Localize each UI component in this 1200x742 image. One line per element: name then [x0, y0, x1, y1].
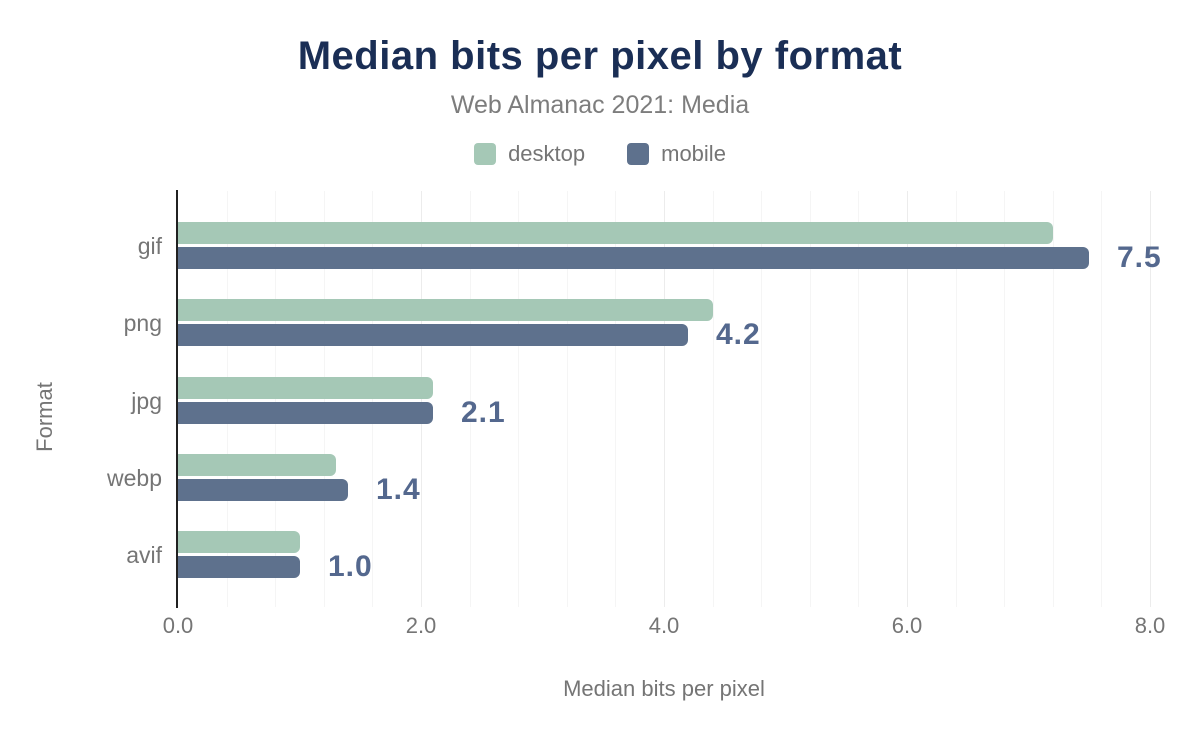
x-tick-label: 2.0: [405, 613, 437, 638]
gridline-minor: [518, 191, 519, 607]
category-label: jpg: [131, 388, 162, 414]
bar-desktop: [178, 377, 433, 399]
category-label: webp: [107, 465, 162, 491]
bar-mobile: [178, 402, 433, 424]
x-tick-label: 6.0: [891, 613, 923, 638]
bar-mobile: [178, 556, 300, 578]
value-label: 1.0: [328, 550, 373, 583]
gridline-minor: [956, 191, 957, 607]
gridline-minor: [567, 191, 568, 607]
legend-label-mobile: mobile: [661, 141, 726, 166]
gridline-minor: [810, 191, 811, 607]
bar-desktop: [178, 222, 1053, 244]
gridline-minor: [761, 191, 762, 607]
chart-subtitle: Web Almanac 2021: Media: [450, 91, 750, 119]
category-label: png: [123, 310, 162, 336]
value-label: 1.4: [376, 473, 421, 506]
legend-item-mobile: mobile: [627, 141, 726, 167]
gridline-minor: [372, 191, 373, 607]
gridline-minor: [858, 191, 859, 607]
gridline-major: [421, 191, 422, 607]
value-label: 4.2: [716, 318, 761, 351]
gridline-minor: [1004, 191, 1005, 607]
gridline-major: [907, 191, 908, 607]
x-tick-label: 8.0: [1134, 613, 1166, 638]
category-label: avif: [126, 542, 162, 568]
legend-swatch-desktop: [474, 143, 497, 165]
y-axis-title: Format: [32, 382, 57, 452]
gridline-minor: [713, 191, 714, 607]
gridline-major: [664, 191, 665, 607]
bar-mobile: [178, 479, 348, 501]
x-tick-label: 0.0: [162, 613, 194, 638]
bar-desktop: [178, 454, 336, 476]
legend-swatch-mobile: [627, 143, 650, 165]
y-axis-line: [176, 190, 178, 608]
bar-desktop: [178, 531, 300, 553]
legend: desktop mobile: [0, 141, 1200, 167]
category-label: gif: [137, 233, 162, 259]
gridline-minor: [275, 191, 276, 607]
gridline-major: [1150, 191, 1151, 607]
gridline-minor: [1101, 191, 1102, 607]
bar-mobile: [178, 324, 688, 346]
legend-item-desktop: desktop: [474, 141, 585, 167]
value-label: 7.5: [1117, 241, 1162, 274]
bar-mobile: [178, 247, 1089, 269]
gridline-minor: [615, 191, 616, 607]
gridline-minor: [324, 191, 325, 607]
gridline-minor: [227, 191, 228, 607]
gridline-minor: [470, 191, 471, 607]
chart-title: Median bits per pixel by format: [297, 34, 903, 78]
legend-label-desktop: desktop: [508, 141, 586, 166]
x-tick-label: 4.0: [648, 613, 680, 638]
bar-desktop: [178, 299, 713, 321]
x-axis-title: Median bits per pixel: [563, 676, 765, 701]
gridline-minor: [1053, 191, 1054, 607]
value-label: 2.1: [461, 396, 506, 429]
